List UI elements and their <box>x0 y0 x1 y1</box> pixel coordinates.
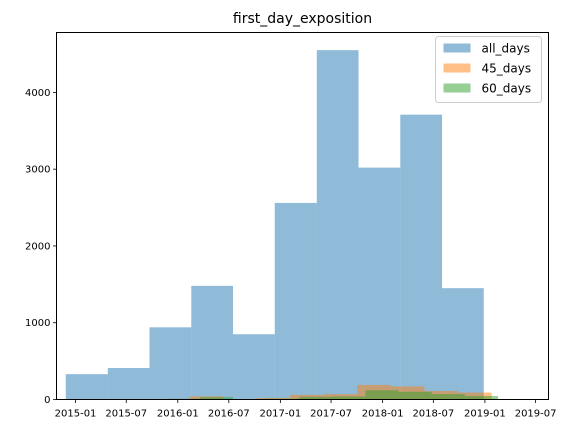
bar-all_days-1 <box>107 368 150 400</box>
plot-frame <box>56 32 549 400</box>
x-tick-label: 2017-07 <box>310 409 352 420</box>
bar-all_days-8 <box>400 114 443 400</box>
bar-all_days-5 <box>274 202 317 400</box>
bar-all_days-3 <box>191 285 234 400</box>
x-tick-label: 2015-07 <box>105 409 147 420</box>
bars-layer <box>65 50 499 400</box>
y-axis: 0 1000 2000 3000 4000 <box>25 88 57 406</box>
x-tick-label: 2016-07 <box>208 409 250 420</box>
bar-60_days-7 <box>398 391 432 400</box>
y-tick-label: 1000 <box>25 318 50 329</box>
x-axis: 2015-01 2015-07 2016-01 2016-07 2017-01 2017-… <box>55 399 557 420</box>
x-tick-label: 2019-01 <box>464 409 506 420</box>
bar-all_days-4 <box>233 334 275 400</box>
bar-all_days-7 <box>358 167 401 400</box>
bar-60_days-1 <box>199 397 234 400</box>
legend-swatch-60_days <box>443 83 471 93</box>
y-tick-label: 3000 <box>25 165 50 176</box>
bar-all_days-9 <box>442 288 484 400</box>
bar-all_days-2 <box>149 327 192 400</box>
bar-60_days-8 <box>431 394 465 400</box>
bar-60_days-5 <box>332 396 366 400</box>
chart-title: first_day_exposition <box>233 11 372 27</box>
bar-60_days-6 <box>365 390 399 400</box>
legend-label-all_days: all_days <box>482 42 530 56</box>
bar-all_days-0 <box>65 374 108 400</box>
x-tick-label: 2015-01 <box>55 409 97 420</box>
x-tick-label: 2018-01 <box>362 409 404 420</box>
bar-60_days-4 <box>299 396 333 400</box>
bar-60_days-9 <box>464 396 499 400</box>
bar-all_days-6 <box>316 50 359 400</box>
x-tick-label: 2016-01 <box>157 409 199 420</box>
y-tick-label: 0 <box>44 395 50 406</box>
x-tick-label: 2019-07 <box>515 409 557 420</box>
legend-label-60_days: 60_days <box>482 82 532 96</box>
legend-label-45_days: 45_days <box>482 62 532 76</box>
y-tick-label: 2000 <box>25 241 50 252</box>
x-tick-label: 2017-01 <box>259 409 301 420</box>
legend: all_days 45_days 60_days <box>435 36 542 103</box>
y-tick-label: 4000 <box>25 88 50 99</box>
x-tick-label: 2018-07 <box>412 409 454 420</box>
legend-swatch-45_days <box>443 63 471 73</box>
legend-swatch-all_days <box>443 43 471 53</box>
